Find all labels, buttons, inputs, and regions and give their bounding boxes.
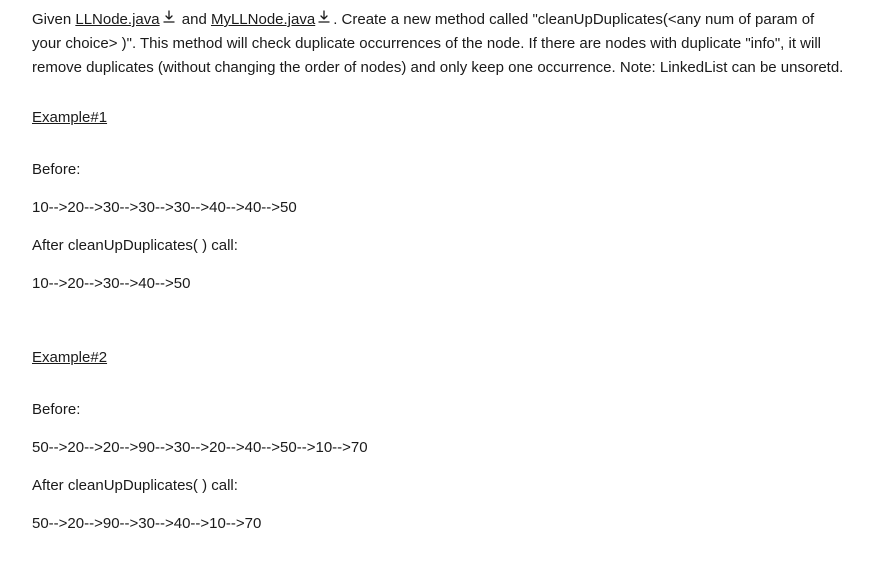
example2-header: Example#2	[32, 346, 107, 370]
download-icon[interactable]	[162, 8, 176, 32]
example1-after-value: 10-->20-->30-->40-->50	[32, 272, 846, 296]
file-link-llnode[interactable]: LLNode.java	[75, 11, 159, 28]
example1-before-value: 10-->20-->30-->30-->30-->40-->40-->50	[32, 196, 846, 220]
file-link-myllnode[interactable]: MyLLNode.java	[211, 11, 315, 28]
example1-header-wrap: Example#1	[32, 100, 846, 144]
example1-header: Example#1	[32, 106, 107, 130]
intro-and: and	[178, 11, 211, 28]
spacer	[32, 310, 846, 340]
download-icon[interactable]	[317, 8, 331, 32]
example2-after-value: 50-->20-->90-->30-->40-->10-->70	[32, 512, 846, 536]
example1-before-label: Before:	[32, 158, 846, 182]
example2-before-value: 50-->20-->20-->90-->30-->20-->40-->50-->…	[32, 436, 846, 460]
example2-after-label: After cleanUpDuplicates( ) call:	[32, 474, 846, 498]
intro-given: Given	[32, 11, 75, 28]
example2-before-label: Before:	[32, 398, 846, 422]
example1-after-label: After cleanUpDuplicates( ) call:	[32, 234, 846, 258]
intro-paragraph: Given LLNode.java and MyLLNode.java. Cre…	[32, 8, 846, 80]
example2-header-wrap: Example#2	[32, 340, 846, 384]
